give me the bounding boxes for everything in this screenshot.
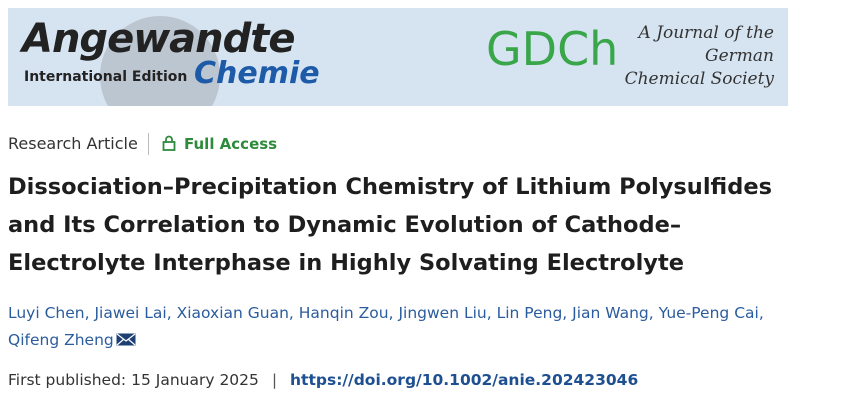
- journal-name: Angewandte: [22, 16, 295, 62]
- publication-info: First published: 15 January 2025 | https…: [8, 371, 638, 389]
- author-separator: ,: [84, 304, 95, 322]
- author-separator: ,: [648, 304, 659, 322]
- author[interactable]: Hanqin Zou: [298, 304, 389, 322]
- author[interactable]: Qifeng Zheng: [8, 331, 114, 349]
- author-separator: ,: [166, 304, 177, 322]
- author-separator: ,: [562, 304, 573, 322]
- author[interactable]: Luyi Chen: [8, 304, 85, 322]
- article-title: Electrolyte Interphase in Highly Solvati…: [8, 250, 684, 276]
- lock-icon: [162, 135, 176, 151]
- journal-subname: Chemie: [194, 56, 320, 91]
- author[interactable]: Jiawei Lai: [94, 304, 167, 322]
- article-title: and Its Correlation to Dynamic Evolution…: [8, 212, 682, 238]
- author-separator: ,: [288, 304, 299, 322]
- doi-link[interactable]: https://doi.org/10.1002/anie.202423046: [290, 371, 639, 389]
- author-separator: ,: [388, 304, 399, 322]
- logo-circle: [100, 16, 220, 106]
- society-line: A Journal of the: [638, 23, 774, 43]
- edition: International Edition: [24, 69, 188, 85]
- article-type: Research Article: [8, 134, 138, 153]
- society-logo: GDCh: [486, 22, 619, 76]
- author[interactable]: Xiaoxian Guan: [176, 304, 289, 322]
- author[interactable]: Jingwen Liu: [398, 304, 487, 322]
- access-badge[interactable]: Full Access: [184, 135, 278, 153]
- separator: |: [271, 371, 278, 389]
- divider-line: [148, 133, 149, 155]
- email-icon[interactable]: [116, 333, 136, 346]
- society-text: A Journal of the German Chemical Society: [625, 22, 774, 91]
- published-label: First published:: [8, 371, 127, 389]
- society-line: Chemical Society: [624, 69, 774, 89]
- author[interactable]: Lin Peng: [496, 304, 563, 322]
- article-title: Dissociation–Precipitation Chemistry of …: [8, 174, 772, 200]
- author-list: Luyi Chen, Jiawei Lai, Xiaoxian Guan, Ha…: [8, 300, 808, 354]
- author-separator: ,: [758, 304, 764, 322]
- author-separator: ,: [486, 304, 497, 322]
- published-date: 15 January 2025: [131, 371, 259, 389]
- society-line: German: [705, 46, 774, 66]
- author[interactable]: Yue-Peng Cai: [658, 304, 759, 322]
- journal-banner: Angewandte International Edition Chemie …: [8, 8, 788, 106]
- author[interactable]: Jian Wang: [572, 304, 649, 322]
